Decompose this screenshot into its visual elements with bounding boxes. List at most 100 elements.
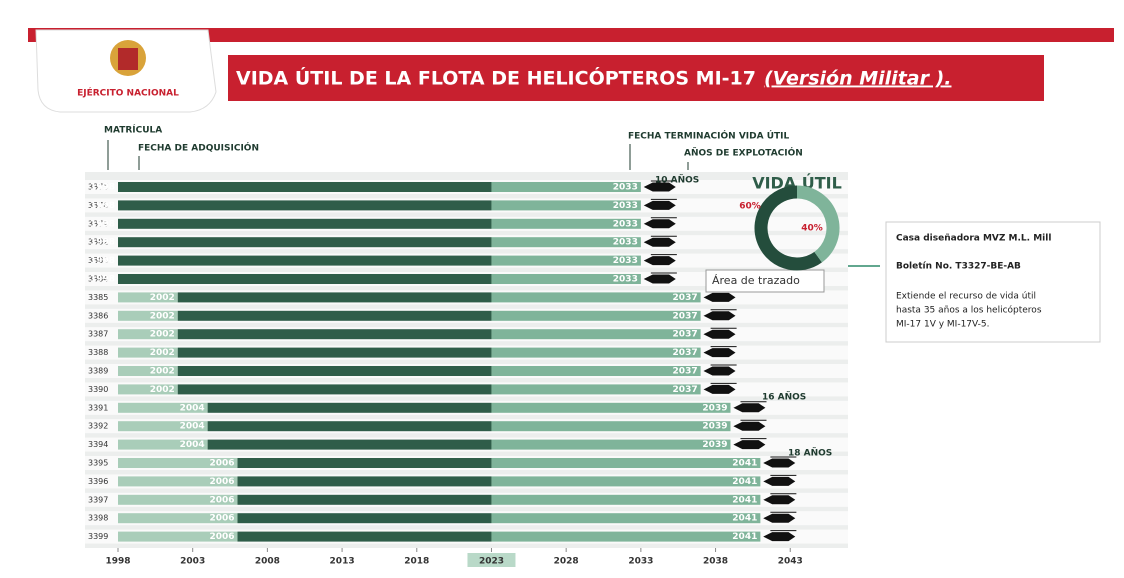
start-label: 2006 bbox=[209, 495, 234, 505]
column-header: MATRÍCULA bbox=[104, 124, 162, 136]
end-label: 2039 bbox=[702, 403, 727, 413]
title: VIDA ÚTIL DE LA FLOTA DE HELICÓPTEROS MI… bbox=[236, 66, 756, 90]
start-label: 2006 bbox=[209, 459, 234, 469]
bar-elapsed bbox=[208, 421, 492, 431]
start-label: 2004 bbox=[180, 422, 205, 432]
start-label: 1998 bbox=[90, 201, 115, 211]
bar-elapsed bbox=[118, 182, 491, 192]
bar-elapsed bbox=[178, 292, 492, 302]
tooltip: Área de trazado bbox=[712, 274, 800, 287]
bar-remaining bbox=[491, 348, 700, 358]
end-label: 2037 bbox=[673, 385, 698, 395]
x-tick-label: 2043 bbox=[778, 557, 803, 567]
bar-elapsed bbox=[178, 384, 492, 394]
bar-remaining bbox=[491, 532, 760, 542]
end-label: 2033 bbox=[613, 183, 638, 193]
column-header: FECHA TERMINACIÓN VIDA ÚTIL bbox=[628, 130, 790, 142]
bar-remaining bbox=[491, 384, 700, 394]
row-label: 3395 bbox=[88, 459, 108, 468]
x-tick-label: 2013 bbox=[330, 557, 355, 567]
start-label: 2002 bbox=[150, 311, 175, 321]
bar-elapsed bbox=[178, 329, 492, 339]
start-label: 2004 bbox=[180, 440, 205, 450]
pie-label: 40% bbox=[801, 224, 823, 234]
bar-elapsed bbox=[238, 532, 492, 542]
bar-elapsed bbox=[118, 256, 491, 266]
column-header: AÑOS DE EXPLOTACIÓN bbox=[684, 147, 803, 159]
bar-remaining bbox=[491, 329, 700, 339]
callout-text: MI-17 1V y MI-17V-5. bbox=[896, 320, 990, 330]
row-label: 3399 bbox=[88, 532, 108, 541]
start-label: 2002 bbox=[150, 385, 175, 395]
end-label: 2039 bbox=[702, 440, 727, 450]
bar-remaining bbox=[491, 513, 760, 523]
bar-elapsed bbox=[118, 237, 491, 247]
start-label: 2002 bbox=[150, 330, 175, 340]
bar-remaining bbox=[491, 495, 760, 505]
bar-elapsed bbox=[178, 311, 492, 321]
end-label: 2041 bbox=[732, 495, 757, 505]
callout-text: Extiende el recurso de vida útil bbox=[896, 292, 1036, 302]
end-label: 2033 bbox=[613, 219, 638, 229]
row-label: 3389 bbox=[88, 367, 108, 376]
bar-remaining bbox=[491, 366, 700, 376]
end-label: 2039 bbox=[702, 422, 727, 432]
row-label: 3386 bbox=[88, 311, 108, 320]
end-label: 2041 bbox=[732, 532, 757, 542]
annotation: 10 AÑOS bbox=[655, 175, 699, 186]
end-label: 2033 bbox=[613, 201, 638, 211]
bar-elapsed bbox=[238, 476, 492, 486]
x-tick-label: 1998 bbox=[105, 557, 130, 567]
row-label: 3394 bbox=[88, 440, 108, 449]
pie-label: 60% bbox=[739, 202, 761, 212]
end-label: 2041 bbox=[732, 477, 757, 487]
bar-elapsed bbox=[208, 440, 492, 450]
bar-elapsed bbox=[208, 403, 492, 413]
x-tick-label: 2028 bbox=[554, 557, 579, 567]
callout-text: Casa diseñadora MVZ M.L. Mill bbox=[896, 234, 1051, 244]
annotation: 16 AÑOS bbox=[762, 392, 806, 403]
bar-remaining bbox=[491, 292, 700, 302]
end-label: 2037 bbox=[673, 367, 698, 377]
bar-remaining bbox=[491, 403, 730, 413]
logo-text: EJÉRCITO NACIONAL bbox=[77, 87, 179, 99]
callout-text: Boletín No. T3327-BE-AB bbox=[896, 262, 1021, 272]
bar-elapsed bbox=[178, 348, 492, 358]
x-tick-label: 2008 bbox=[255, 557, 280, 567]
start-label: 1998 bbox=[90, 219, 115, 229]
end-label: 2033 bbox=[613, 238, 638, 248]
x-tick-label: 2038 bbox=[703, 557, 728, 567]
start-label: 2006 bbox=[209, 532, 234, 542]
row-label: 3392 bbox=[88, 422, 108, 431]
x-tick-label: 2003 bbox=[180, 557, 205, 567]
end-label: 2037 bbox=[673, 293, 698, 303]
start-label: 1998 bbox=[90, 183, 115, 193]
start-label: 2004 bbox=[180, 403, 205, 413]
bar-elapsed bbox=[178, 366, 492, 376]
start-label: 1998 bbox=[90, 275, 115, 285]
slide: EJÉRCITO NACIONAL VIDA ÚTIL DE LA FLOTA … bbox=[0, 0, 1124, 578]
x-tick-label: 2018 bbox=[404, 557, 429, 567]
bar-remaining bbox=[491, 440, 730, 450]
bar-elapsed bbox=[118, 219, 491, 229]
row-label: 3390 bbox=[88, 385, 108, 394]
column-header: FECHA DE ADQUISICIÓN bbox=[138, 142, 259, 154]
bar-remaining bbox=[491, 458, 760, 468]
x-tick-label: 2023 bbox=[479, 557, 504, 567]
start-label: 1998 bbox=[90, 238, 115, 248]
annotation: 18 AÑOS bbox=[788, 448, 832, 459]
end-label: 2033 bbox=[613, 256, 638, 266]
row-label: 3387 bbox=[88, 330, 108, 339]
row-label: 3391 bbox=[88, 403, 108, 412]
end-label: 2041 bbox=[732, 514, 757, 524]
row-label: 3397 bbox=[88, 495, 108, 504]
bar-elapsed bbox=[238, 513, 492, 523]
start-label: 2006 bbox=[209, 477, 234, 487]
end-label: 2037 bbox=[673, 348, 698, 358]
bar-elapsed bbox=[118, 200, 491, 210]
bar-remaining bbox=[491, 476, 760, 486]
row-label: 3385 bbox=[88, 293, 108, 302]
bar-elapsed bbox=[238, 495, 492, 505]
logo-shield bbox=[118, 48, 138, 70]
end-label: 2037 bbox=[673, 311, 698, 321]
